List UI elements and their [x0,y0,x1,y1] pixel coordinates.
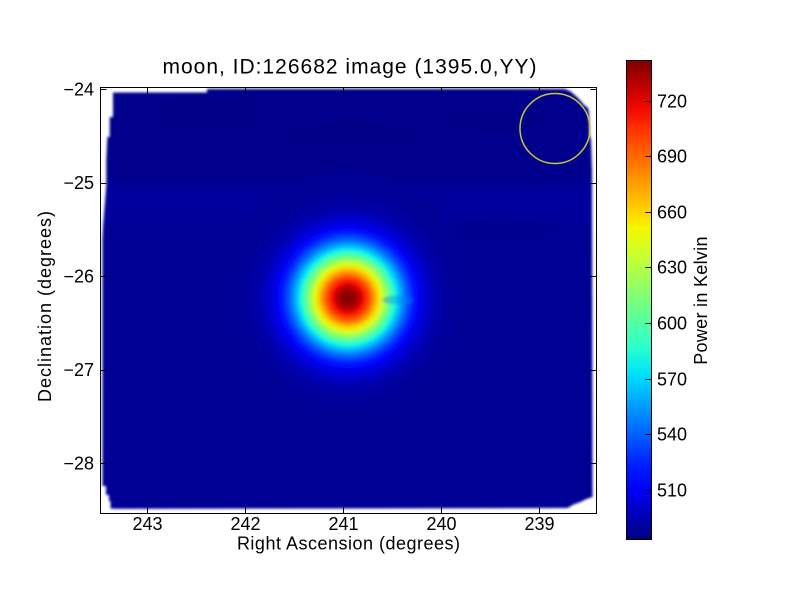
svg-text:690: 690 [657,147,687,167]
svg-text:−27: −27 [63,360,94,380]
svg-text:−24: −24 [63,80,94,100]
svg-text:660: 660 [657,203,687,223]
svg-text:241: 241 [328,514,358,534]
svg-text:239: 239 [524,514,554,534]
svg-text:Power in Kelvin: Power in Kelvin [691,236,711,365]
svg-text:−26: −26 [63,267,94,287]
svg-text:570: 570 [657,370,687,390]
svg-text:630: 630 [657,258,687,278]
svg-text:Declination (degrees): Declination (degrees) [35,210,55,402]
svg-text:242: 242 [230,514,260,534]
svg-text:−28: −28 [63,454,94,474]
svg-text:540: 540 [657,425,687,445]
svg-text:−25: −25 [63,173,94,193]
svg-text:moon, ID:126682 image (1395.0,: moon, ID:126682 image (1395.0,YY) [162,56,537,79]
svg-text:600: 600 [657,314,687,334]
svg-text:720: 720 [657,92,687,112]
svg-text:Right Ascension (degrees): Right Ascension (degrees) [237,534,461,554]
svg-text:243: 243 [132,514,162,534]
svg-text:240: 240 [426,514,456,534]
svg-text:510: 510 [657,481,687,501]
